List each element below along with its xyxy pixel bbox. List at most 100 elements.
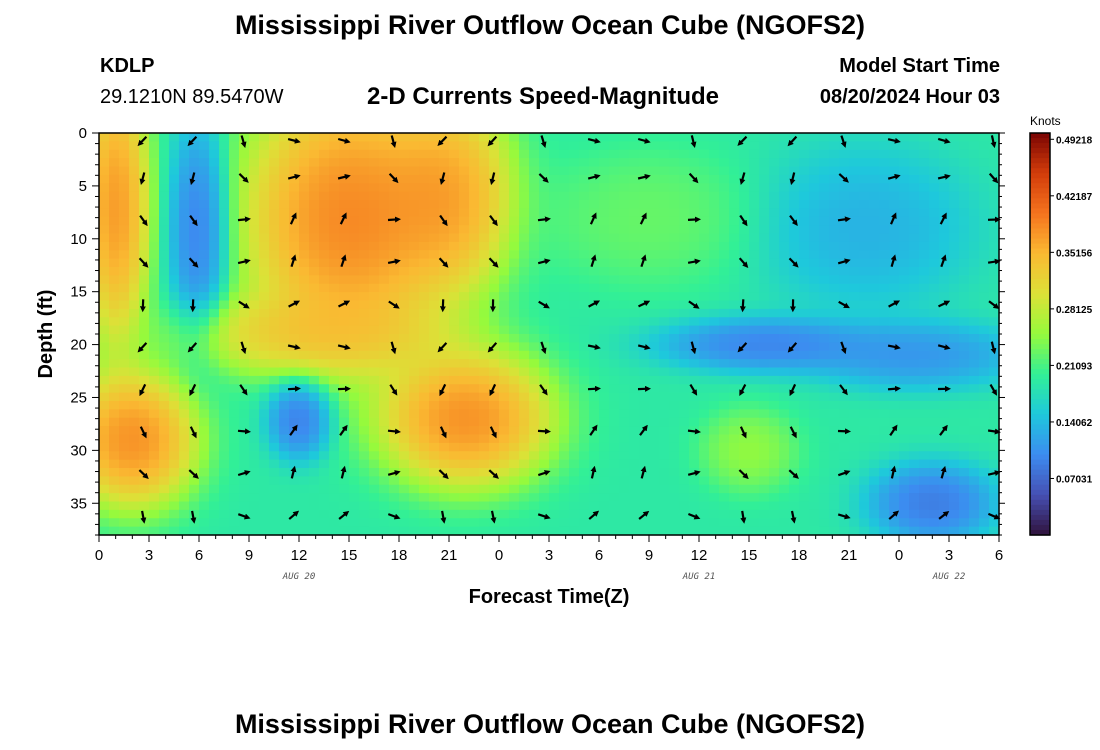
heatmap-cell	[599, 317, 610, 327]
heatmap-cell	[449, 133, 460, 142]
heatmap-cell	[579, 451, 590, 461]
heatmap-cell	[929, 292, 940, 302]
heatmap-cell	[179, 359, 190, 369]
heatmap-cell	[229, 493, 240, 503]
heatmap-cell	[869, 317, 880, 327]
heatmap-cell	[239, 225, 250, 235]
heatmap-cell	[359, 409, 370, 419]
heatmap-cell	[909, 233, 920, 243]
heatmap-cell	[739, 417, 750, 427]
heatmap-cell	[119, 325, 130, 335]
heatmap-cell	[529, 149, 540, 159]
colorbar-swatch	[1030, 344, 1050, 350]
heatmap-cell	[299, 250, 310, 260]
heatmap-cell	[559, 325, 570, 335]
heatmap-cell	[789, 292, 800, 302]
heatmap-cell	[329, 509, 340, 519]
heatmap-cell	[169, 342, 180, 352]
heatmap-cell	[209, 476, 220, 486]
colorbar-swatch	[1030, 524, 1050, 531]
heatmap-cell	[699, 342, 710, 352]
heatmap-cell	[709, 334, 720, 343]
heatmap-cell	[879, 317, 890, 327]
heatmap-cell	[209, 158, 220, 168]
heatmap-cell	[99, 459, 110, 469]
heatmap-cell	[439, 200, 450, 209]
heatmap-cell	[199, 451, 210, 461]
heatmap-cell	[219, 174, 230, 184]
heatmap-cell	[409, 367, 420, 377]
heatmap-cell	[469, 501, 480, 511]
heatmap-cell	[269, 208, 280, 218]
heatmap-cell	[709, 149, 720, 159]
colorbar-swatch	[1030, 404, 1050, 410]
current-vector-arrow	[237, 258, 251, 265]
heatmap-cell	[579, 166, 590, 176]
heatmap-cell	[189, 451, 200, 461]
heatmap-cell	[779, 350, 790, 360]
heatmap-cell	[869, 258, 880, 268]
heatmap-cell	[649, 158, 660, 168]
current-vector-arrow	[237, 428, 251, 435]
heatmap-cell	[939, 317, 950, 327]
heatmap-cell	[619, 342, 630, 352]
heatmap-cell	[549, 426, 560, 436]
heatmap-cell	[439, 484, 450, 494]
heatmap-cell	[869, 225, 880, 235]
heatmap-cell	[219, 133, 230, 142]
heatmap-cell	[969, 426, 980, 436]
heatmap-cell	[499, 392, 510, 402]
colorbar-swatch	[1030, 394, 1050, 400]
heatmap-cell	[919, 283, 930, 293]
heatmap-cell	[189, 334, 200, 343]
heatmap-cell	[389, 275, 400, 285]
heatmap-cell	[429, 509, 440, 519]
heatmap-cell	[839, 225, 850, 235]
heatmap-cell	[689, 191, 700, 201]
heatmap-cell	[519, 342, 530, 352]
heatmap-cell	[949, 359, 960, 369]
heatmap-cell	[659, 250, 670, 260]
heatmap-cell	[669, 158, 680, 168]
heatmap-cell	[619, 334, 630, 343]
heatmap-cell	[339, 409, 350, 419]
heatmap-cell	[669, 409, 680, 419]
heatmap-cell	[789, 208, 800, 218]
heatmap-cell	[669, 233, 680, 243]
heatmap-cell	[159, 225, 170, 235]
heatmap-cell	[669, 166, 680, 176]
heatmap-cell	[399, 518, 410, 528]
heatmap-cell	[899, 325, 910, 335]
heatmap-cell	[519, 292, 530, 302]
heatmap-cell	[599, 241, 610, 251]
heatmap-cell	[599, 518, 610, 528]
heatmap-cell	[899, 133, 910, 142]
heatmap-cell	[539, 325, 550, 335]
heatmap-cell	[289, 183, 300, 193]
heatmap-cell	[609, 258, 620, 268]
current-vector-arrow	[937, 137, 951, 144]
station-id: KDLP	[100, 55, 155, 77]
heatmap-cell	[739, 434, 750, 444]
heatmap-cell	[809, 225, 820, 235]
heatmap-cell	[479, 401, 490, 410]
heatmap-cell	[809, 275, 820, 285]
heatmap-cell	[759, 258, 770, 268]
heatmap-cell	[449, 191, 460, 201]
colorbar-swatch	[1030, 203, 1050, 209]
heatmap-cell	[359, 426, 370, 436]
heatmap-cell	[469, 283, 480, 293]
heatmap-cell	[159, 275, 170, 285]
heatmap-cell	[139, 275, 150, 285]
heatmap-cell	[249, 434, 260, 444]
heatmap-cell	[429, 308, 440, 318]
heatmap-cell	[199, 459, 210, 469]
heatmap-cell	[969, 133, 980, 142]
heatmap-cell	[799, 451, 810, 461]
heatmap-cell	[679, 208, 690, 218]
heatmap-cell	[709, 183, 720, 193]
heatmap-cell	[149, 191, 160, 201]
heatmap-cell	[879, 401, 890, 410]
heatmap-cell	[239, 325, 250, 335]
heatmap-cell	[889, 526, 900, 536]
